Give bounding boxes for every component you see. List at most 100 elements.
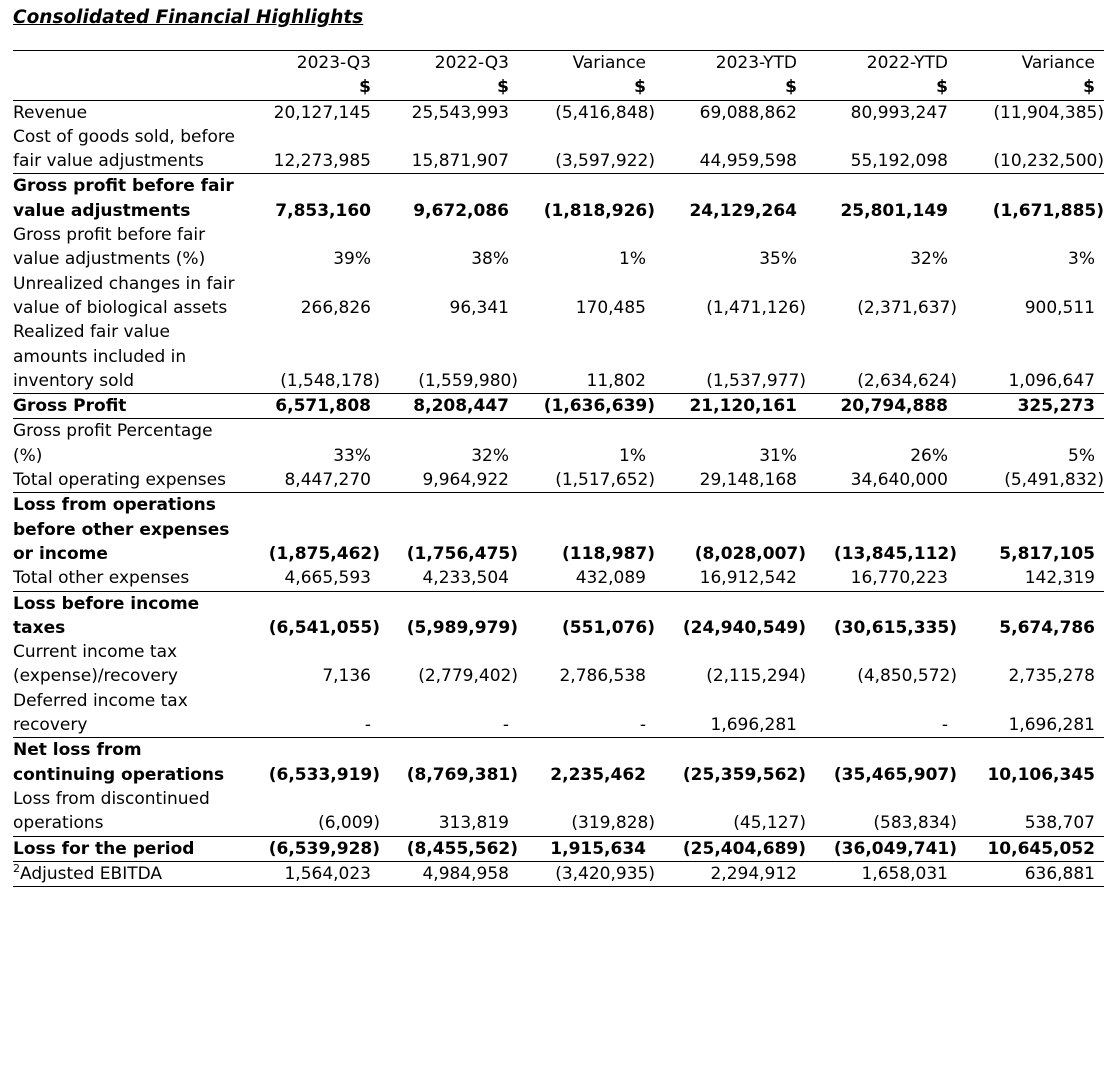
row-label: Gross Profit	[13, 393, 245, 419]
value-cell: 1,658,031	[806, 860, 957, 888]
value-cell: 5%	[957, 418, 1104, 469]
value-cell: 20,794,888	[806, 393, 957, 419]
table-row: Loss from operations before other expens…	[13, 492, 1104, 567]
row-label: Gross profit before fair value adjustmen…	[13, 223, 245, 272]
table-row: Loss before income taxes (6,541,055) (5,98…	[13, 590, 1104, 641]
value-cell: (1,517,652)	[555, 470, 655, 491]
value-cell: (11,904,385)	[993, 102, 1104, 123]
row-label-text: Unrealized changes in fair value of biol…	[13, 273, 235, 318]
value-cell: 1,696,281	[1008, 715, 1095, 736]
value-cell: (3,420,935)	[518, 860, 655, 888]
value-cell: 9,964,922	[422, 470, 509, 491]
value-cell: 636,881	[957, 860, 1104, 888]
row-label: Total operating expenses	[13, 468, 245, 493]
row-label: Current income tax (expense)/recovery	[13, 640, 245, 689]
value-cell: 900,511	[1024, 297, 1095, 318]
value-cell: 32%	[380, 418, 518, 469]
value-cell: (1,875,462)	[245, 492, 380, 567]
table-row: Total operating expenses 8,447,270 9,964,9…	[13, 468, 1104, 493]
value-cell: 1,564,023	[245, 860, 380, 888]
row-label-text: Gross Profit	[13, 396, 127, 417]
value-cell: 9,672,086	[380, 173, 518, 224]
value-cell: 32%	[910, 249, 948, 270]
value-cell: (1,559,980)	[418, 370, 518, 391]
row-label-text: Realized fair value amounts included in …	[13, 322, 187, 391]
row-label-text: Loss before income taxes	[13, 593, 200, 638]
value-cell: 3%	[1068, 249, 1095, 270]
financial-table: 2023-Q3 2022-Q3 Variance 2023-YTD 2022-YTD Va…	[13, 50, 1104, 888]
value-cell: (10,232,500)	[993, 151, 1104, 172]
row-label: 2Adjusted EBITDA	[13, 860, 245, 888]
value-cell: 1%	[518, 418, 655, 469]
value-cell: 26%	[806, 418, 957, 469]
table-row: 2Adjusted EBITDA 1,564,023 4,984,958 (3,420…	[13, 860, 1104, 888]
value-cell: -	[502, 715, 509, 736]
row-label-text: Loss from discontinued operations	[13, 788, 210, 834]
value-cell: (5,989,979)	[380, 590, 518, 641]
row-label-text: Net loss from continuing operations	[13, 740, 225, 785]
row-label: Cost of goods sold, before fair value ad…	[13, 125, 245, 174]
value-cell: 538,707	[1024, 813, 1095, 834]
row-label: Deferred income tax recovery	[13, 689, 245, 738]
value-cell: (6,539,928)	[245, 835, 380, 862]
value-cell: -	[941, 715, 948, 736]
row-label-text: Current income tax (expense)/recovery	[13, 642, 178, 687]
value-cell: 80,993,247	[850, 102, 948, 123]
value-cell: 38%	[471, 249, 509, 270]
table-row: Cost of goods sold, before fair value ad…	[13, 125, 1104, 174]
value-cell: 12,273,985	[273, 151, 371, 172]
row-label-text: Gross profit Percentage (%)	[13, 421, 213, 466]
value-cell: 170,485	[575, 297, 646, 318]
value-cell: 24,129,264	[655, 173, 806, 224]
value-cell: 5,674,786	[957, 590, 1104, 641]
value-cell: (35,465,907)	[806, 737, 957, 787]
value-cell: (24,940,549)	[655, 590, 806, 641]
column-header: 2022-YTD	[866, 53, 948, 73]
value-cell: (6,541,055)	[245, 590, 380, 641]
value-cell: 2,235,462	[518, 737, 655, 787]
currency-row: $ $ $ $ $ $	[13, 75, 1104, 101]
footnote-marker: 2	[13, 861, 20, 875]
table-row: Gross Profit 6,571,808 8,208,447 (1,636,639…	[13, 393, 1104, 419]
row-label-text: Total other expenses	[13, 568, 190, 589]
row-label-text: Deferred income tax recovery	[13, 690, 188, 736]
value-cell: (2,779,402)	[418, 666, 518, 687]
currency-label: $	[245, 75, 380, 101]
currency-label: $	[655, 75, 806, 101]
value-cell: 44,959,598	[699, 151, 797, 172]
row-label-text: Revenue	[13, 102, 88, 123]
table-row: Total other expenses 4,665,593 4,233,504 43…	[13, 566, 1104, 591]
value-cell: 5,817,105	[957, 492, 1104, 567]
table-row: Current income tax (expense)/recovery 7,1…	[13, 640, 1104, 689]
value-cell: (2,371,637)	[857, 297, 957, 318]
value-cell: 2,735,278	[1008, 666, 1095, 687]
value-cell: 325,273	[957, 393, 1104, 419]
row-label-text: Adjusted EBITDA	[20, 863, 163, 884]
value-cell: 1,696,281	[710, 715, 797, 736]
value-cell: 313,819	[438, 813, 509, 834]
row-label-text: Cost of goods sold, before fair value ad…	[13, 126, 235, 172]
table-row: Realized fair value amounts included in …	[13, 320, 1104, 393]
value-cell: (6,009)	[318, 813, 380, 834]
value-cell: 20,127,145	[273, 102, 371, 123]
row-label: Gross profit Percentage (%)	[13, 418, 245, 469]
value-cell: 25,543,993	[411, 102, 509, 123]
value-cell: (2,634,624)	[857, 370, 957, 391]
value-cell: (5,416,848)	[555, 102, 655, 123]
value-cell: (3,597,922)	[555, 151, 655, 172]
value-cell: (1,471,126)	[706, 297, 806, 318]
column-header: 2022-Q3	[434, 53, 509, 73]
value-cell: -	[364, 715, 371, 736]
value-cell: (8,028,007)	[655, 492, 806, 567]
value-cell: 8,208,447	[380, 393, 518, 419]
value-cell: 55,192,098	[850, 151, 948, 172]
table-row: Gross profit before fair value adjustmen…	[13, 223, 1104, 272]
value-cell: (319,828)	[571, 813, 655, 834]
value-cell: 1,915,634	[518, 835, 655, 862]
value-cell: (583,834)	[873, 813, 957, 834]
column-row: 2023-Q3 2022-Q3 Variance 2023-YTD 2022-YTD Va…	[13, 51, 1104, 76]
row-label: Revenue	[13, 100, 245, 125]
row-label: Loss for the period	[13, 835, 245, 862]
value-cell: 1,096,647	[1008, 370, 1095, 391]
value-cell: (1,548,178)	[280, 370, 380, 391]
